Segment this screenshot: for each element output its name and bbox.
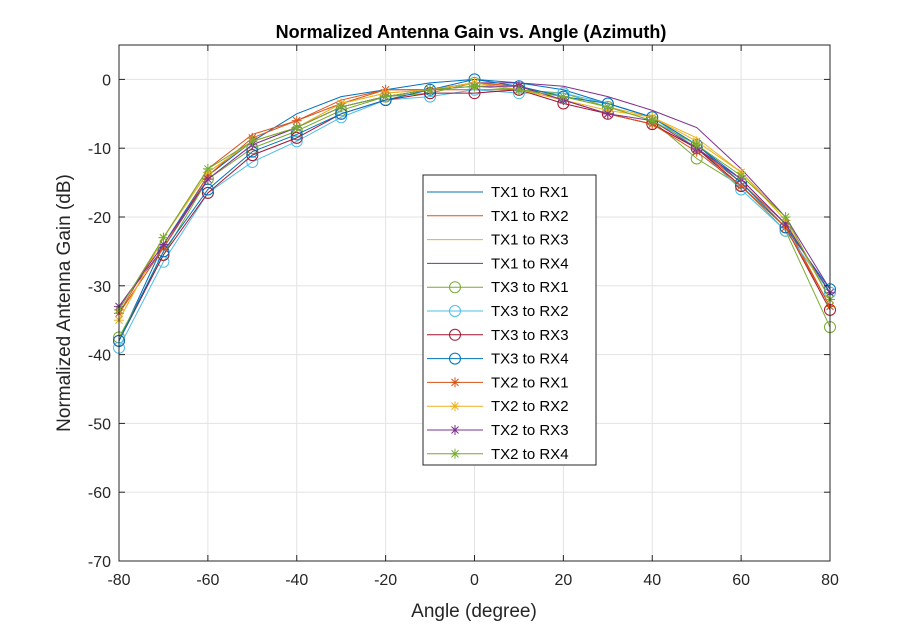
series-group bbox=[113, 73, 836, 354]
x-tick-label: 20 bbox=[554, 572, 572, 589]
data-point-marker bbox=[449, 305, 461, 317]
x-axis-label: Angle (degree) bbox=[411, 601, 537, 622]
y-tick-label: 0 bbox=[102, 72, 111, 89]
data-point-marker bbox=[450, 377, 460, 388]
legend-box bbox=[422, 174, 597, 466]
legend-entry: TX1 to RX1 bbox=[427, 184, 569, 201]
legend-label: TX2 to RX4 bbox=[491, 446, 569, 463]
x-tick-label: 0 bbox=[470, 572, 479, 589]
data-point-marker bbox=[780, 212, 791, 222]
data-point-marker bbox=[158, 232, 169, 243]
data-point-marker bbox=[513, 84, 524, 95]
y-tick-label: -70 bbox=[88, 554, 111, 571]
legend-entry: TX2 to RX2 bbox=[427, 398, 569, 415]
data-point-marker bbox=[201, 186, 214, 199]
data-point-marker bbox=[602, 108, 613, 119]
data-point-marker bbox=[246, 155, 259, 168]
data-point-marker bbox=[450, 401, 460, 412]
legend-label: TX1 to RX3 bbox=[491, 232, 569, 249]
legend: TX1 to RX1 TX1 to RX2 TX1 to RX3 TX1 to RX4… bbox=[422, 174, 597, 466]
x-tick-label: 60 bbox=[732, 572, 750, 589]
legend-label: TX3 to RX2 bbox=[491, 303, 569, 320]
legend-label: TX1 to RX2 bbox=[491, 208, 569, 225]
legend-label: TX2 to RX3 bbox=[491, 422, 569, 439]
legend-label: TX2 to RX1 bbox=[491, 374, 569, 391]
y-tick-label: -20 bbox=[88, 210, 111, 227]
legend-entry: TX3 to RX4 bbox=[427, 351, 569, 368]
legend-label: TX2 to RX2 bbox=[491, 398, 569, 415]
data-point-marker bbox=[450, 425, 460, 435]
x-tick-label: -40 bbox=[285, 572, 308, 589]
data-point-marker bbox=[691, 139, 702, 150]
legend-label: TX3 to RX1 bbox=[491, 279, 569, 296]
y-tick-label: -50 bbox=[88, 416, 111, 433]
data-point-marker bbox=[449, 328, 461, 341]
data-point-marker bbox=[247, 136, 258, 147]
legend-entry: TX2 to RX3 bbox=[427, 422, 569, 439]
x-tick-label: -20 bbox=[374, 572, 397, 589]
legend-entry: TX2 to RX1 bbox=[427, 374, 569, 391]
legend-entry: TX1 to RX2 bbox=[427, 208, 569, 225]
x-tick-label: 40 bbox=[643, 572, 661, 589]
data-point-marker bbox=[380, 91, 391, 102]
legend-entry: TX3 to RX3 bbox=[427, 327, 569, 344]
legend-label: TX1 to RX1 bbox=[491, 184, 569, 201]
legend-entry: TX1 to RX3 bbox=[427, 232, 569, 249]
y-tick-label: -10 bbox=[88, 141, 111, 158]
data-point-marker bbox=[449, 352, 461, 365]
x-tick-label: -80 bbox=[107, 572, 130, 589]
legend-label: TX3 to RX3 bbox=[491, 327, 569, 344]
series-12 bbox=[114, 81, 835, 315]
data-point-marker bbox=[291, 122, 302, 133]
data-point-marker bbox=[449, 281, 461, 294]
ticks: -80 -60 -40 -20 0 20 40 60 80 0 -10 -20 -30 -40 -50 -60… bbox=[88, 45, 839, 589]
legend-entry: TX1 to RX4 bbox=[427, 255, 569, 272]
data-point-marker bbox=[450, 448, 460, 459]
legend-label: TX1 to RX4 bbox=[491, 255, 569, 272]
data-point-marker bbox=[736, 170, 747, 181]
series-line bbox=[118, 89, 831, 342]
y-axis-label: Normalized Antenna Gain (dB) bbox=[54, 174, 75, 432]
y-tick-label: -60 bbox=[88, 485, 111, 502]
data-point-marker bbox=[647, 115, 658, 126]
data-point-marker bbox=[202, 163, 213, 174]
chart-title: Normalized Antenna Gain vs. Angle (Azimu… bbox=[276, 22, 667, 42]
x-tick-label: 80 bbox=[821, 572, 839, 589]
data-point-marker bbox=[558, 91, 569, 102]
legend-label: TX3 to RX4 bbox=[491, 351, 569, 368]
legend-entry: TX2 to RX4 bbox=[427, 446, 569, 463]
x-tick-label: -60 bbox=[196, 572, 219, 589]
data-point-marker bbox=[425, 84, 436, 95]
legend-entry: TX3 to RX1 bbox=[427, 279, 569, 296]
legend-entry: TX3 to RX2 bbox=[427, 303, 569, 320]
y-tick-label: -40 bbox=[88, 348, 111, 365]
data-point-marker bbox=[469, 81, 480, 92]
data-point-marker bbox=[602, 101, 613, 112]
data-point-marker bbox=[336, 101, 347, 112]
y-tick-label: -30 bbox=[88, 279, 111, 296]
data-point-marker bbox=[202, 174, 213, 185]
data-point-marker bbox=[290, 135, 303, 148]
